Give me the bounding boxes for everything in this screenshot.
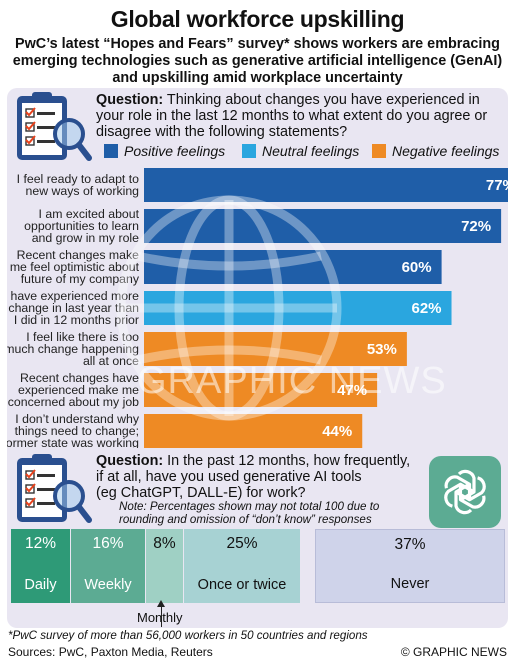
bar-value-label-7: 44% (322, 423, 352, 440)
category-label-7-line-3: former state was working (7, 436, 139, 448)
category-label-5-line-2: much change happening (7, 342, 139, 356)
category-label-7-line-2: things need to change; (15, 424, 139, 438)
question-2-line-1: In the past 12 months, how frequently, (167, 453, 411, 469)
monthly-pointer-line (161, 603, 162, 627)
usage-once-or-twice-value: 25% (226, 535, 258, 552)
category-label-6-line-2: experienced make me (18, 383, 139, 397)
bar-value-label-4: 62% (411, 300, 441, 317)
footnote: *PwC survey of more than 56,000 workers … (8, 629, 368, 642)
chart-legend: Positive feelings Neutral feelings Negat… (104, 142, 508, 160)
usage-weekly: 16% Weekly (71, 529, 145, 603)
bar-value-label-5: 53% (367, 341, 397, 358)
usage-once-or-twice-label: Once or twice (197, 577, 287, 593)
legend-negative: Negative feelings (372, 142, 499, 160)
bar-value-label-6: 47% (337, 382, 367, 399)
question-2-line-3: (eg ChatGPT, DALL-E) for work? (96, 485, 306, 501)
usage-daily: 12% Daily (11, 529, 70, 603)
category-label-4-line-3: I did in 12 months prior (14, 313, 139, 327)
legend-swatch-neutral (242, 144, 256, 158)
usage-never-value: 37% (394, 536, 426, 553)
usage-monthly-value: 8% (153, 535, 176, 552)
legend-swatch-negative (372, 144, 386, 158)
chatgpt-logo-icon (429, 456, 501, 528)
page-title: Global workforce upskilling (110, 6, 405, 32)
bar-value-label-2: 72% (461, 218, 491, 235)
globe-watermark-icon (116, 195, 342, 421)
category-label-2-line-3: and grow in my role (32, 231, 139, 245)
category-label-4-line-2: change in last year than (8, 301, 139, 315)
bar-value-label-1: 77% (486, 177, 508, 194)
question-2-line-2: if at all, have you used generative AI t… (96, 469, 362, 485)
legend-swatch-positive (104, 144, 118, 158)
category-label-2-line-1: I am excited about (39, 207, 140, 221)
usage-never: 37% Never (315, 529, 505, 603)
usage-weekly-label: Weekly (84, 577, 132, 593)
question-1-label: Question: (96, 92, 164, 108)
rounding-note: Note: Percentages shown may not total 10… (119, 500, 380, 526)
category-label-3-line-2: me feel optimistic about (10, 260, 140, 274)
category-label-5-line-3: all at once (83, 354, 139, 368)
page-subtitle: PwC’s latest “Hopes and Fears” survey* s… (12, 36, 503, 86)
question-2-label: Question: (96, 453, 164, 469)
usage-once-or-twice: 25% Once or twice (184, 529, 300, 603)
bar-7 (144, 414, 363, 448)
bar-6 (144, 373, 378, 407)
category-label-7-line-1: I don’t understand why (15, 412, 140, 426)
legend-neutral: Neutral feelings (242, 142, 359, 160)
category-label-3-line-1: Recent changes make (17, 248, 140, 262)
bar-2 (144, 209, 502, 243)
clipboard-checklist-icon (17, 92, 92, 161)
usage-never-label: Never (390, 576, 430, 592)
category-label-4-line-1: I have experienced more (7, 289, 139, 303)
legend-label-neutral: Neutral feelings (262, 143, 360, 159)
category-label-1-line-1: I feel ready to adapt to (17, 172, 140, 186)
monthly-pointer-arrowhead (157, 600, 165, 607)
bar-3 (144, 250, 442, 284)
credit: © GRAPHIC NEWS (400, 645, 507, 659)
usage-daily-value: 12% (24, 535, 57, 552)
question-1-body: Thinking about changes you have experien… (96, 92, 488, 140)
clipboard-checklist-icon (17, 454, 92, 523)
monthly-label: Monthly (137, 610, 183, 625)
legend-label-negative: Negative feelings (392, 143, 500, 159)
category-label-2-line-2: opportunities to learn (24, 219, 139, 233)
usage-monthly: 8% (146, 529, 183, 603)
category-label-1-line-2: new ways of working (26, 184, 140, 198)
bar-4 (144, 291, 452, 325)
infographic-panel: Question: Thinking about changes you hav… (7, 88, 508, 628)
bar-1 (144, 168, 508, 202)
sources: Sources: PwC, Paxton Media, Reuters (8, 645, 213, 659)
category-label-3-line-3: future of my company (21, 272, 140, 286)
category-label-6-line-3: concerned about my job (8, 395, 139, 409)
bar-5 (144, 332, 407, 366)
question-2-text: Question: In the past 12 months, how fre… (96, 453, 426, 501)
category-label-6-line-1: Recent changes have (20, 371, 139, 385)
usage-daily-label: Daily (24, 577, 57, 593)
bar-value-label-3: 60% (402, 259, 432, 276)
legend-label-positive: Positive feelings (124, 143, 226, 159)
usage-weekly-value: 16% (92, 535, 124, 552)
legend-positive: Positive feelings (104, 142, 225, 160)
watermark-text: GRAPHIC NEWS (137, 360, 447, 402)
category-label-5-line-1: I feel like there is too (26, 330, 139, 344)
question-1-text: Question: Thinking about changes you hav… (96, 92, 504, 140)
